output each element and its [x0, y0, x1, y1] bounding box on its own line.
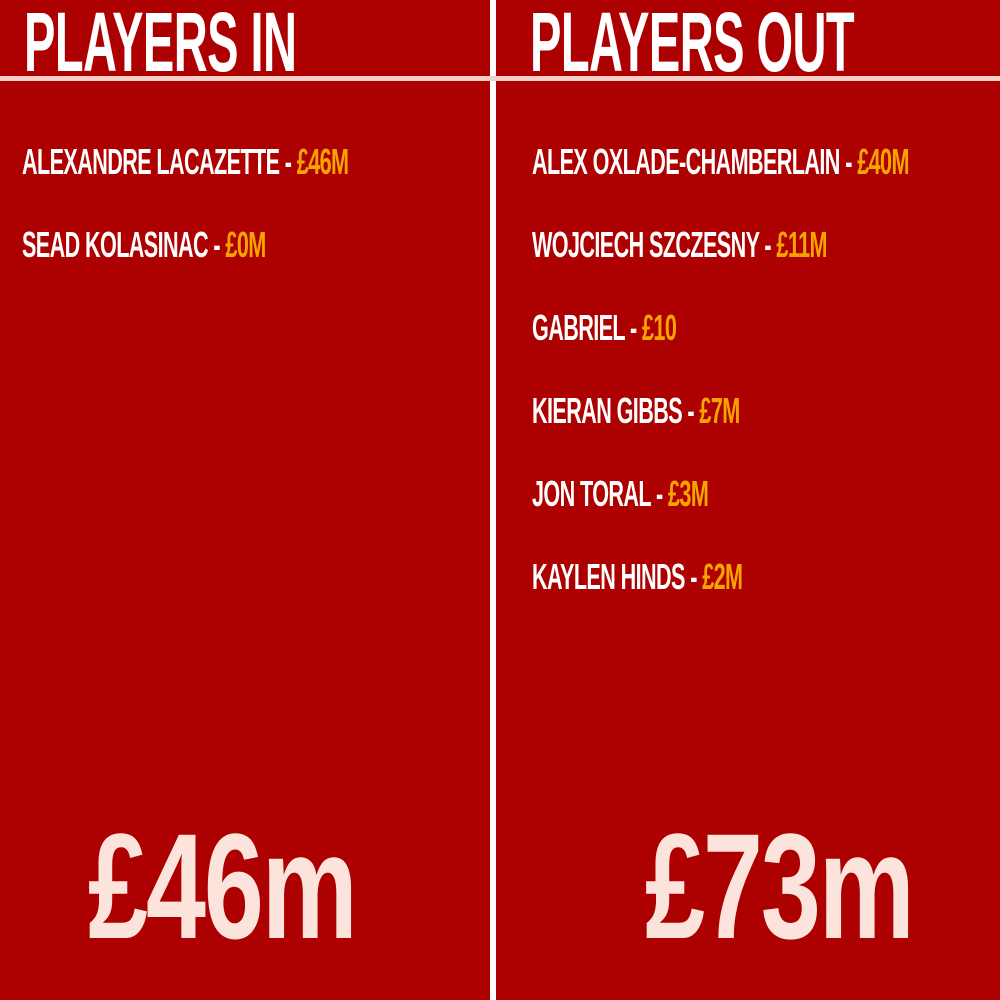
player-fee: £46M: [296, 141, 349, 182]
player-name: KIERAN GIBBS: [532, 390, 683, 431]
player-fee: £40M: [857, 141, 909, 182]
player-name: WOJCIECH SZCZESNY: [532, 224, 760, 265]
separator: -: [839, 141, 858, 182]
player-row: GABRIEL - £10: [532, 307, 677, 348]
separator: -: [684, 556, 703, 597]
player-row: SEAD KOLASINAC - £0M: [22, 225, 266, 265]
player-name: ALEX OXLADE-CHAMBERLAIN: [532, 141, 840, 182]
player-row: ALEXANDRE LACAZETTE - £46M: [22, 141, 349, 182]
separator: -: [624, 307, 643, 348]
player-name: KAYLEN HINDS: [532, 556, 685, 597]
player-name: JON TORAL: [532, 473, 651, 514]
players-in-title: PLAYERS IN: [24, 0, 297, 89]
player-fee: £2M: [702, 556, 743, 597]
player-fee: £0M: [225, 224, 266, 265]
separator: -: [650, 473, 669, 514]
player-name: ALEXANDRE LACAZETTE: [22, 141, 280, 182]
player-name: SEAD KOLASINAC: [22, 224, 209, 265]
player-fee: £3M: [668, 473, 709, 514]
player-name: GABRIEL: [532, 307, 625, 348]
separator: -: [208, 224, 226, 265]
column-divider: [490, 0, 496, 1000]
player-row: JON TORAL - £3M: [532, 473, 709, 514]
player-fee: £7M: [699, 390, 740, 431]
separator: -: [279, 141, 297, 182]
player-row: KAYLEN HINDS - £2M: [532, 556, 743, 597]
player-fee: £11M: [776, 224, 827, 265]
players-out-total: £73m: [645, 802, 915, 970]
separator: -: [682, 390, 700, 431]
players-in-total: £46m: [88, 802, 358, 970]
player-row: WOJCIECH SZCZESNY - £11M: [532, 225, 827, 265]
header-divider: [0, 76, 1000, 81]
separator: -: [759, 224, 777, 265]
players-out-title: PLAYERS OUT: [530, 0, 855, 89]
player-fee: £10: [642, 307, 677, 348]
player-row: ALEX OXLADE-CHAMBERLAIN - £40M: [532, 142, 909, 182]
player-row: KIERAN GIBBS - £7M: [532, 391, 740, 431]
